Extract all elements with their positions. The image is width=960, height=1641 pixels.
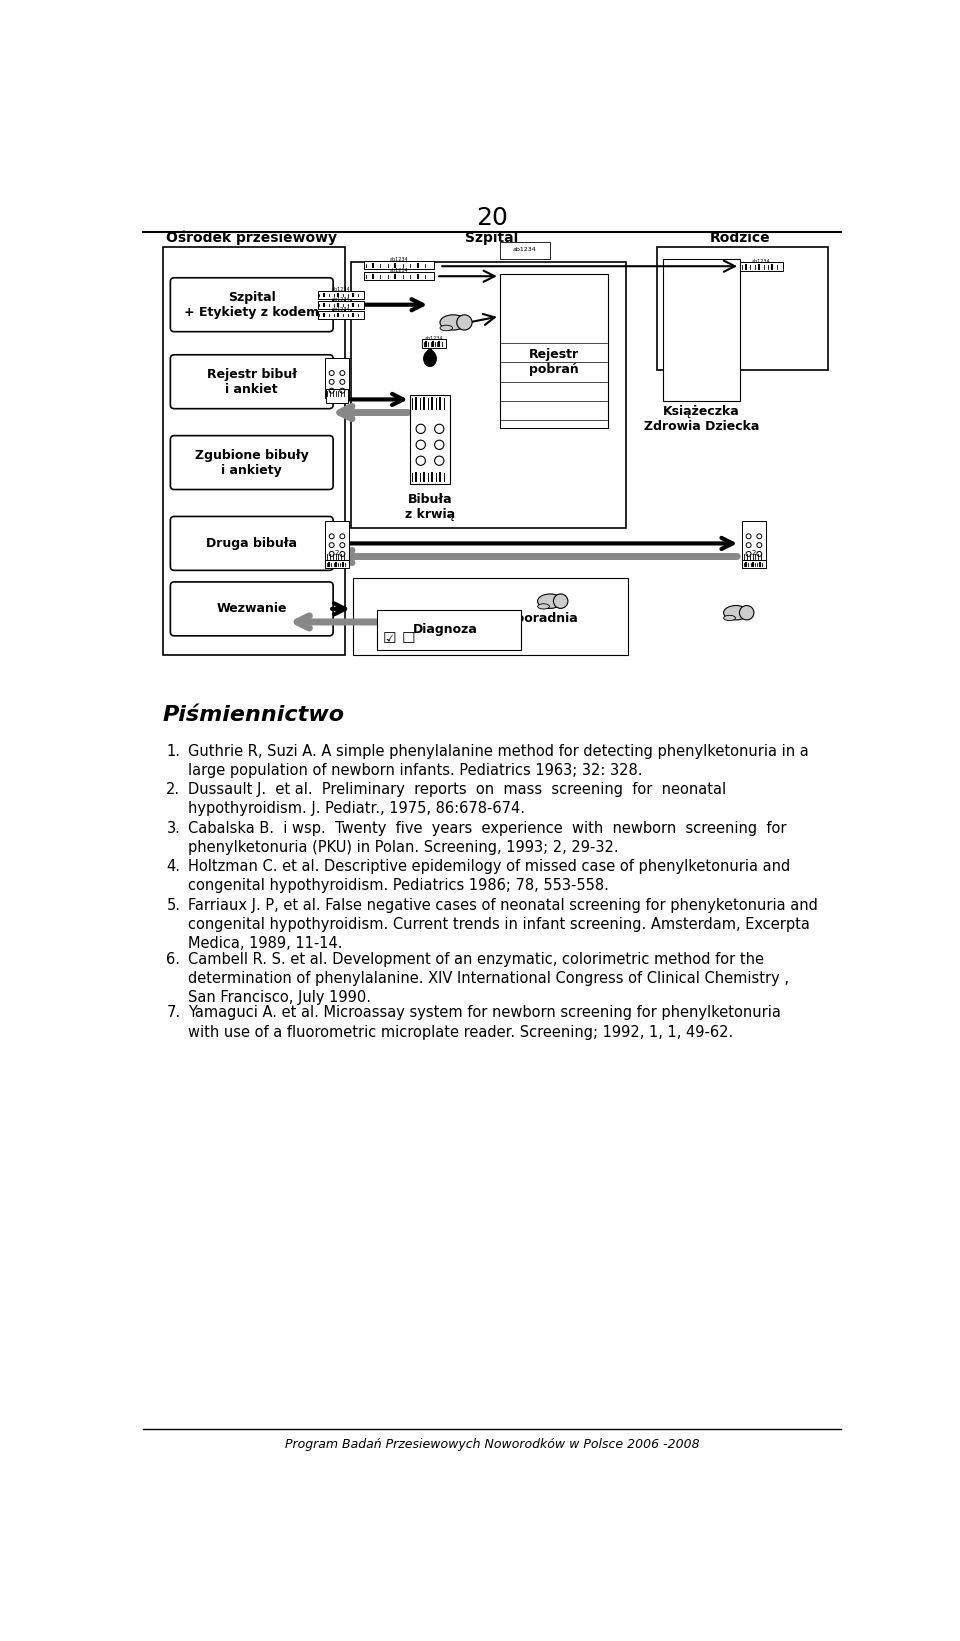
- Text: Szpital
+ Etykiety z kodem: Szpital + Etykiety z kodem: [184, 290, 320, 318]
- Text: ab1234: ab1234: [752, 259, 771, 264]
- Circle shape: [553, 594, 568, 609]
- Text: Rodzice: Rodzice: [709, 231, 770, 246]
- Ellipse shape: [724, 606, 749, 620]
- Bar: [742, 560, 765, 568]
- Text: ab1234: ab1234: [331, 297, 350, 302]
- Text: 2.: 2.: [166, 783, 180, 798]
- Bar: [352, 578, 628, 655]
- FancyBboxPatch shape: [170, 435, 333, 489]
- Ellipse shape: [440, 325, 452, 331]
- Text: ab1234: ab1234: [331, 307, 350, 312]
- Bar: [500, 241, 550, 259]
- Bar: [326, 389, 348, 404]
- Bar: [325, 560, 348, 568]
- Bar: [318, 290, 364, 299]
- Text: Książeczka
Zdrowia Dziecka: Książeczka Zdrowia Dziecka: [643, 405, 759, 433]
- Text: 6.: 6.: [166, 952, 180, 967]
- Text: Program Badań Przesiewowych Noworodków w Polsce 2006 -2008: Program Badań Przesiewowych Noworodków w…: [285, 1438, 699, 1451]
- Ellipse shape: [538, 604, 549, 609]
- Bar: [740, 263, 782, 271]
- Text: Ośrodek przesiewowy: Ośrodek przesiewowy: [166, 231, 337, 246]
- Bar: [162, 246, 345, 655]
- Bar: [422, 340, 445, 348]
- Text: 5.: 5.: [166, 898, 180, 912]
- Circle shape: [457, 315, 472, 330]
- Bar: [377, 610, 520, 650]
- Text: 2: 2: [752, 550, 756, 556]
- Bar: [662, 259, 740, 400]
- Text: Farriaux J. P, et al. False negative cases of neonatal screening for phenyketonu: Farriaux J. P, et al. False negative cas…: [188, 898, 818, 952]
- Bar: [657, 246, 828, 371]
- Text: Rejestr
pobrań: Rejestr pobrań: [529, 348, 579, 376]
- Text: 3.: 3.: [167, 820, 180, 835]
- FancyBboxPatch shape: [170, 583, 333, 635]
- Text: Diagnoza: Diagnoza: [413, 624, 478, 637]
- Bar: [364, 272, 434, 281]
- Bar: [318, 310, 364, 318]
- Text: ab1234: ab1234: [331, 287, 350, 292]
- Bar: [325, 522, 348, 561]
- Text: ab1234: ab1234: [390, 267, 408, 272]
- Text: Specjalistyczna poradnia: Specjalistyczna poradnia: [403, 612, 578, 625]
- Text: Druga bibuła: Druga bibuła: [206, 537, 298, 550]
- FancyBboxPatch shape: [170, 517, 333, 571]
- Text: Szpital: Szpital: [466, 231, 518, 246]
- Text: Yamaguci A. et al. Microassay system for newborn screening for phenylketonuria
w: Yamaguci A. et al. Microassay system for…: [188, 1006, 781, 1040]
- Text: Cabalska B.  i wsp.  Twenty  five  years  experience  with  newborn  screening  : Cabalska B. i wsp. Twenty five years exp…: [188, 820, 786, 855]
- Ellipse shape: [538, 594, 563, 609]
- Text: Cambell R. S. et al. Development of an enzymatic, colorimetric method for the
de: Cambell R. S. et al. Development of an e…: [188, 952, 789, 1004]
- Text: ☑: ☑: [383, 632, 396, 647]
- Text: 2: 2: [335, 550, 339, 556]
- Text: Bibuła
z krwią: Bibuła z krwią: [405, 494, 455, 522]
- Text: Piśmiennictwo: Piśmiennictwo: [162, 706, 345, 725]
- Text: Zgubione bibuły
i ankiety: Zgubione bibuły i ankiety: [195, 448, 308, 476]
- Text: Wezwanie: Wezwanie: [217, 602, 287, 615]
- Text: 20: 20: [476, 207, 508, 230]
- Circle shape: [739, 606, 754, 620]
- Ellipse shape: [423, 351, 436, 366]
- Text: 4.: 4.: [166, 860, 180, 875]
- Text: Guthrie R, Suzi A. A simple phenylalanine method for detecting phenylketonuria i: Guthrie R, Suzi A. A simple phenylalanin…: [188, 743, 809, 778]
- Text: ☐: ☐: [401, 632, 415, 647]
- Text: ab1234: ab1234: [390, 258, 408, 263]
- Bar: [364, 261, 434, 269]
- Text: ab1234: ab1234: [513, 246, 537, 251]
- FancyBboxPatch shape: [170, 277, 333, 331]
- Ellipse shape: [724, 615, 735, 620]
- Bar: [500, 274, 609, 428]
- Text: 1.: 1.: [166, 743, 180, 758]
- Polygon shape: [424, 348, 436, 356]
- Ellipse shape: [440, 315, 467, 330]
- Bar: [742, 522, 765, 561]
- Bar: [351, 263, 626, 528]
- FancyBboxPatch shape: [170, 354, 333, 409]
- Text: Holtzman C. et al. Descriptive epidemilogy of missed case of phenylketonuria and: Holtzman C. et al. Descriptive epidemilo…: [188, 860, 790, 893]
- Text: ab1234: ab1234: [424, 336, 444, 341]
- Bar: [410, 395, 450, 484]
- Bar: [318, 300, 364, 309]
- Text: Dussault J.  et al.  Preliminary  reports  on  mass  screening  for  neonatal
hy: Dussault J. et al. Preliminary reports o…: [188, 783, 727, 816]
- Text: 7.: 7.: [166, 1006, 180, 1021]
- Text: Rejestr bibuł
i ankiet: Rejestr bibuł i ankiet: [206, 368, 297, 395]
- Bar: [325, 358, 348, 397]
